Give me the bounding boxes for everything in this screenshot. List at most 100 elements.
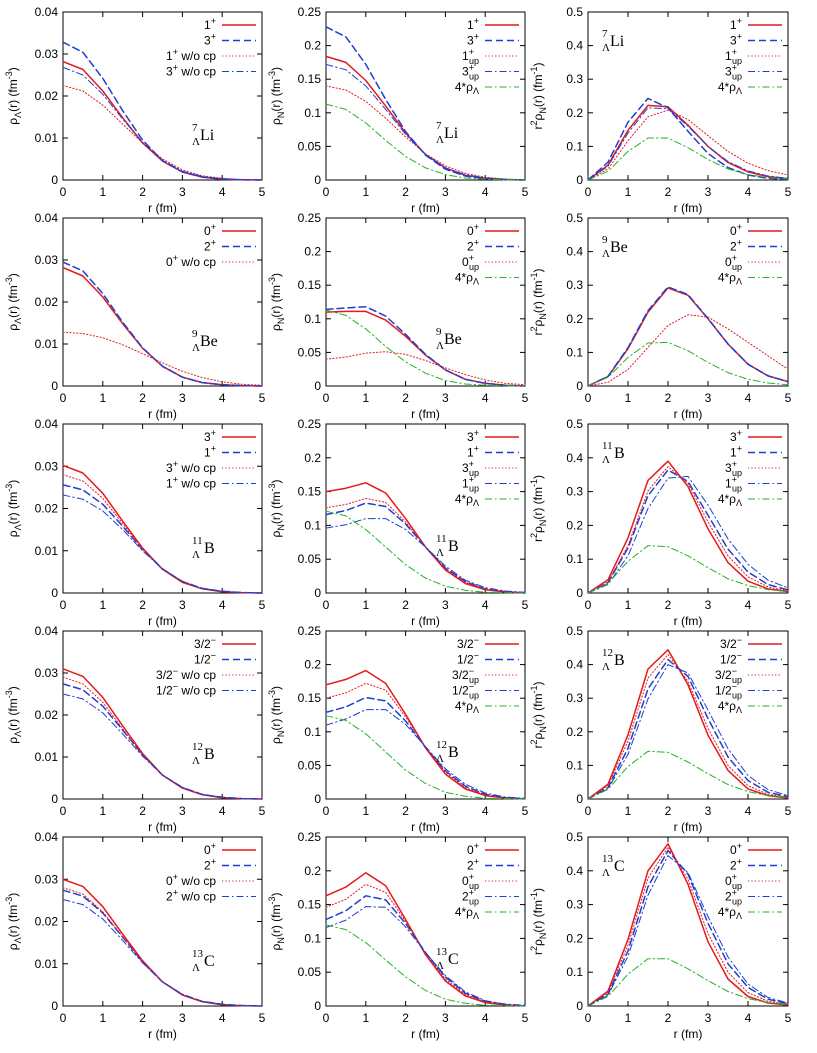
series-line-4 [62, 494, 263, 594]
series-line-1 [587, 287, 789, 387]
series-line-1 [62, 878, 263, 1007]
x-tick-label: 3 [705, 598, 712, 612]
legend-label: 0+​ w/o cp [166, 253, 216, 269]
legend-label: 2+up​ [462, 888, 479, 907]
series-line-2 [325, 502, 526, 594]
chart-panel-13: 0 1 2 3 4 5 0 0.01 0.02 0.03 0.04 r (fm) ρΛ(r) (fm-3… [4, 830, 266, 1041]
x-tick-label: 5 [522, 598, 529, 612]
x-tick-label: 0 [585, 1011, 592, 1025]
y-tick-label: 0.5 [566, 417, 583, 431]
x-axis-label: r (fm) [148, 407, 177, 421]
series-line-5 [587, 545, 789, 594]
plot-frame [587, 423, 789, 594]
x-axis-label: r (fm) [411, 614, 440, 628]
legend-label: 3+​ [467, 32, 479, 48]
chart-panel-12: 0 1 2 3 4 500.10.20.30.40.5r (fm)r2ρN(r) (fm-… [529, 624, 792, 834]
x-tick-label: 2 [139, 391, 146, 405]
y-tick-label: 0 [51, 792, 58, 806]
legend-label: 3+​ [204, 428, 216, 444]
chart-panel-15: 0 1 2 3 4 5 0 0.1 0.2 0.3 0.4 0.5 r (fm) r2ρN(r) (fm-… [529, 830, 792, 1041]
x-tick-label: 2 [665, 804, 672, 818]
x-axis-label: r (fm) [674, 820, 703, 834]
nucleus-symbol: C [448, 951, 459, 968]
chart-panel-1: 0 1 2 3 4 5 0 0.01 0.02 0.03 0.04 r (fm) ρΛ(r) (fm-3… [4, 5, 266, 215]
legend-label: 4*ρΛ​ [455, 80, 479, 96]
x-tick-label: 3 [179, 598, 186, 612]
x-tick-label: 5 [785, 598, 792, 612]
x-tick-label: 5 [785, 185, 792, 199]
x-tick-label: 1 [625, 391, 632, 405]
y-tick-label: 0 [576, 792, 583, 806]
nucleus-lambda: Λ [602, 42, 610, 54]
nucleus-mass: 12 [192, 741, 203, 753]
y-axis-label: ρΛ(r) (fm-3) [4, 686, 23, 744]
x-axis-label: r (fm) [411, 820, 440, 834]
nucleus-lambda: Λ [192, 136, 200, 148]
series-line-2 [587, 97, 789, 181]
series-line-4 [62, 693, 263, 800]
y-tick-label: 0.03 [35, 459, 59, 473]
series-line-1 [587, 460, 789, 594]
nucleus-lambda: Λ [436, 753, 444, 765]
legend-label: 2+​ [730, 857, 742, 873]
x-tick-label: 3 [442, 598, 449, 612]
x-tick-label: 5 [259, 1011, 266, 1025]
legend-label: 4*ρΛ​ [718, 905, 742, 921]
nucleus-symbol: Be [200, 333, 218, 350]
legend-label: 4*ρΛ​ [718, 699, 742, 715]
x-tick-label: 4 [745, 598, 752, 612]
legend-label: 1/2−up​ [715, 682, 742, 701]
series-line-2 [587, 286, 789, 387]
legend-label: 1+​ [730, 16, 742, 32]
legend-label: 3/2−up​ [715, 666, 742, 685]
series-line-4 [587, 855, 789, 1007]
x-tick-label: 0 [323, 1011, 330, 1025]
nucleus-mass: 13 [436, 946, 448, 958]
plot-frame [62, 217, 263, 387]
y-axis-label: ρΛ(r) (fm-3) [4, 893, 23, 951]
x-tick-label: 0 [60, 598, 67, 612]
legend-label: 0+up​ [725, 253, 742, 272]
x-tick-label: 2 [665, 185, 672, 199]
legend-label: 3+​ w/o cp [166, 63, 216, 79]
y-tick-label: 0.04 [35, 830, 59, 844]
plot-frame [62, 11, 263, 181]
y-tick-label: 0.02 [35, 708, 59, 722]
y-tick-label: 0.04 [35, 624, 59, 638]
series-line-4 [62, 66, 263, 181]
y-axis-label: r2ρN(r) (fm-1) [529, 268, 548, 335]
x-tick-label: 3 [442, 804, 449, 818]
series-line-2 [62, 261, 263, 387]
x-tick-label: 5 [785, 804, 792, 818]
y-tick-label: 0.3 [566, 278, 583, 292]
x-tick-label: 2 [402, 598, 409, 612]
legend-label: 1+up​ [462, 475, 479, 494]
x-tick-label: 4 [482, 185, 489, 199]
series-line-2 [587, 469, 789, 594]
y-tick-label: 0.01 [35, 544, 59, 558]
y-tick-label: 0.05 [298, 345, 322, 359]
x-tick-label: 1 [99, 391, 106, 405]
x-tick-label: 0 [585, 804, 592, 818]
series-line-4 [587, 341, 789, 387]
plot-frame [62, 836, 263, 1007]
nucleus-lambda: Λ [192, 549, 200, 561]
legend-label: 1+up​ [725, 47, 742, 66]
y-tick-label: 0.15 [298, 278, 322, 292]
series-line-5 [587, 750, 789, 800]
x-tick-label: 3 [179, 391, 186, 405]
x-tick-label: 3 [179, 804, 186, 818]
x-tick-label: 4 [219, 185, 226, 199]
legend-label: 2+​ [467, 238, 479, 254]
legend-label: 3/2−​ [194, 635, 216, 651]
nucleus-symbol: Be [444, 331, 462, 348]
legend-label: 1+​ w/o cp [166, 475, 216, 491]
y-axis-label: r2ρN(r) (fm-1) [529, 62, 548, 129]
y-tick-label: 0.01 [35, 337, 59, 351]
x-axis-label: r (fm) [411, 1027, 440, 1041]
nucleus-lambda: Λ [602, 661, 610, 673]
y-tick-label: 0.02 [35, 89, 59, 103]
x-axis-label: r (fm) [148, 614, 177, 628]
x-tick-label: 3 [705, 1011, 712, 1025]
y-tick-label: 0 [51, 586, 58, 600]
